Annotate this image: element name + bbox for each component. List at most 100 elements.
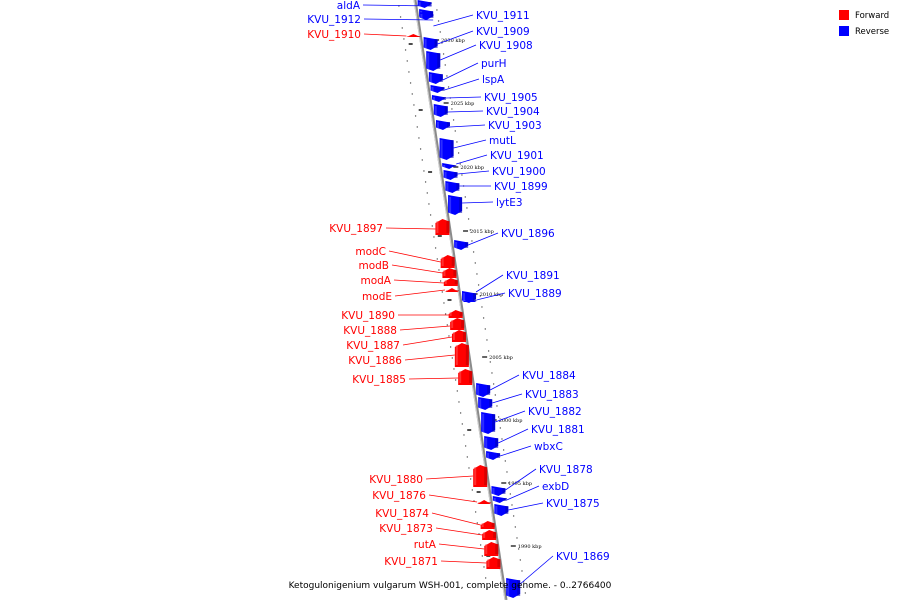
gene-lspa[interactable] bbox=[430, 85, 445, 93]
gene-kvu-1876[interactable] bbox=[477, 500, 492, 504]
gene-kvu-1884[interactable] bbox=[476, 383, 491, 397]
gene-kvu-1910[interactable] bbox=[406, 34, 421, 37]
gene-label-kvu-1875[interactable]: KVU_1875 bbox=[546, 498, 600, 510]
gene-label-kvu-1888[interactable]: KVU_1888 bbox=[343, 325, 397, 337]
gene-wbxc[interactable] bbox=[486, 451, 501, 460]
gene-kvu-1899[interactable] bbox=[445, 181, 460, 193]
gene-kvu-1874[interactable] bbox=[480, 521, 495, 529]
gene-kvu-1875[interactable] bbox=[494, 504, 509, 516]
gene-label-mutl[interactable]: mutL bbox=[489, 135, 516, 147]
gene-label-kvu-1876[interactable]: KVU_1876 bbox=[372, 490, 426, 502]
gene-kvu-1883[interactable] bbox=[478, 397, 493, 410]
gene-label-kvu-1901[interactable]: KVU_1901 bbox=[490, 150, 544, 162]
gene-kvu-1903[interactable] bbox=[435, 120, 450, 130]
gene-shade bbox=[453, 270, 457, 276]
gene-exbd[interactable] bbox=[492, 496, 507, 503]
gene-ruta[interactable] bbox=[484, 542, 499, 556]
gene-label-wbxc[interactable]: wbxC bbox=[534, 441, 563, 453]
gene-highlight bbox=[444, 172, 447, 178]
label-leader bbox=[457, 170, 490, 175]
gene-label-alda[interactable]: aldA bbox=[337, 0, 361, 12]
gene-label-kvu-1881[interactable]: KVU_1881 bbox=[531, 424, 585, 436]
gene-label-lyte3[interactable]: lytE3 bbox=[496, 197, 523, 209]
grid-dot bbox=[466, 207, 468, 209]
gene-purh[interactable] bbox=[428, 72, 443, 84]
gene-kvu-1904[interactable] bbox=[433, 104, 448, 117]
gene-label-kvu-1904[interactable]: KVU_1904 bbox=[486, 106, 540, 118]
gene-label-kvu-1873[interactable]: KVU_1873 bbox=[379, 523, 433, 535]
gene-kvu-1890[interactable] bbox=[448, 310, 463, 318]
gene-lyte3[interactable] bbox=[448, 195, 463, 215]
gene-kvu-1885[interactable] bbox=[458, 369, 473, 385]
gene-label-kvu-1899[interactable]: KVU_1899 bbox=[494, 181, 548, 193]
gene-label-kvu-1885[interactable]: KVU_1885 bbox=[352, 374, 406, 386]
gene-label-kvu-1903[interactable]: KVU_1903 bbox=[488, 120, 542, 132]
label-leaders bbox=[362, 4, 554, 585]
gene-kvu-1887[interactable] bbox=[451, 330, 466, 342]
gene-modb[interactable] bbox=[442, 268, 457, 278]
grid-dot bbox=[511, 504, 513, 506]
gene-kvu-1889[interactable] bbox=[462, 298, 477, 302]
gene-kvu-1880[interactable] bbox=[473, 465, 488, 487]
gene-kvu-1909[interactable] bbox=[423, 37, 438, 50]
gene-kvu-1900[interactable] bbox=[443, 170, 458, 180]
gene-highlight bbox=[434, 106, 437, 115]
gene-kvu-1873[interactable] bbox=[482, 530, 497, 540]
gene-label-kvu-1886[interactable]: KVU_1886 bbox=[348, 355, 402, 367]
gene-label-kvu-1887[interactable]: KVU_1887 bbox=[346, 340, 400, 352]
gene-kvu-1871[interactable] bbox=[486, 557, 501, 569]
label-leader bbox=[431, 512, 481, 526]
gene-label-modc[interactable]: modC bbox=[355, 246, 386, 258]
gene-mode[interactable] bbox=[444, 288, 459, 292]
gene-label-purh[interactable]: purH bbox=[481, 58, 507, 70]
gene-label-kvu-1874[interactable]: KVU_1874 bbox=[375, 508, 429, 520]
gene-label-kvu-1910[interactable]: KVU_1910 bbox=[307, 29, 361, 41]
gene-label-mode[interactable]: modE bbox=[362, 291, 392, 303]
gene-label-kvu-1883[interactable]: KVU_1883 bbox=[525, 389, 579, 401]
gene-label-kvu-1897[interactable]: KVU_1897 bbox=[329, 223, 383, 235]
gene-alda[interactable] bbox=[417, 0, 432, 8]
gene-label-kvu-1908[interactable]: KVU_1908 bbox=[479, 40, 533, 52]
gene-label-exbd[interactable]: exbD bbox=[542, 481, 569, 493]
gene-label-kvu-1882[interactable]: KVU_1882 bbox=[528, 406, 582, 418]
gene-label-kvu-1878[interactable]: KVU_1878 bbox=[539, 464, 593, 476]
gene-arrow bbox=[448, 195, 463, 215]
gene-label-kvu-1891[interactable]: KVU_1891 bbox=[506, 270, 560, 282]
gene-label-kvu-1905[interactable]: KVU_1905 bbox=[484, 92, 538, 104]
grid-dot bbox=[497, 416, 500, 418]
gene-kvu-1905[interactable] bbox=[431, 95, 446, 102]
gene-kvu-1882[interactable] bbox=[481, 412, 496, 434]
gene-modc[interactable] bbox=[440, 255, 455, 268]
gene-label-kvu-1884[interactable]: KVU_1884 bbox=[522, 370, 576, 382]
gene-kvu-1897[interactable] bbox=[435, 219, 450, 235]
grid-dot bbox=[474, 262, 476, 264]
gene-label-kvu-1912[interactable]: KVU_1912 bbox=[307, 14, 361, 26]
gene-moda[interactable] bbox=[443, 278, 458, 286]
gene-kvu-1886[interactable] bbox=[454, 343, 469, 367]
gene-kvu-1911[interactable] bbox=[419, 12, 434, 20]
gene-kvu-1901[interactable] bbox=[442, 163, 457, 169]
gene-label-kvu-1909[interactable]: KVU_1909 bbox=[476, 26, 530, 38]
gene-kvu-1878[interactable] bbox=[491, 486, 506, 496]
label-leader bbox=[388, 250, 441, 263]
gene-label-kvu-1890[interactable]: KVU_1890 bbox=[341, 310, 395, 322]
gene-label-kvu-1911[interactable]: KVU_1911 bbox=[476, 10, 530, 22]
gene-label-kvu-1900[interactable]: KVU_1900 bbox=[492, 166, 546, 178]
gene-label-kvu-1869[interactable]: KVU_1869 bbox=[556, 551, 610, 563]
gene-label-ruta[interactable]: rutA bbox=[414, 539, 437, 551]
gene-mutl[interactable] bbox=[439, 138, 454, 160]
gene-label-lspa[interactable]: lspA bbox=[482, 74, 505, 86]
gene-label-kvu-1896[interactable]: KVU_1896 bbox=[501, 228, 555, 240]
gene-kvu-1881[interactable] bbox=[484, 436, 499, 450]
gene-kvu-1869[interactable] bbox=[506, 578, 521, 598]
gene-label-kvu-1889[interactable]: KVU_1889 bbox=[508, 288, 562, 300]
gene-kvu-1908[interactable] bbox=[426, 51, 441, 71]
gene-kvu-1888[interactable] bbox=[450, 318, 465, 330]
gene-label-modb[interactable]: modB bbox=[358, 260, 389, 272]
gene-label-kvu-1880[interactable]: KVU_1880 bbox=[369, 474, 423, 486]
grid-dot bbox=[404, 49, 407, 51]
grid-dot bbox=[509, 493, 512, 495]
gene-label-kvu-1871[interactable]: KVU_1871 bbox=[384, 556, 438, 568]
gene-kvu-1896[interactable] bbox=[454, 240, 469, 250]
gene-label-moda[interactable]: modA bbox=[360, 275, 391, 287]
